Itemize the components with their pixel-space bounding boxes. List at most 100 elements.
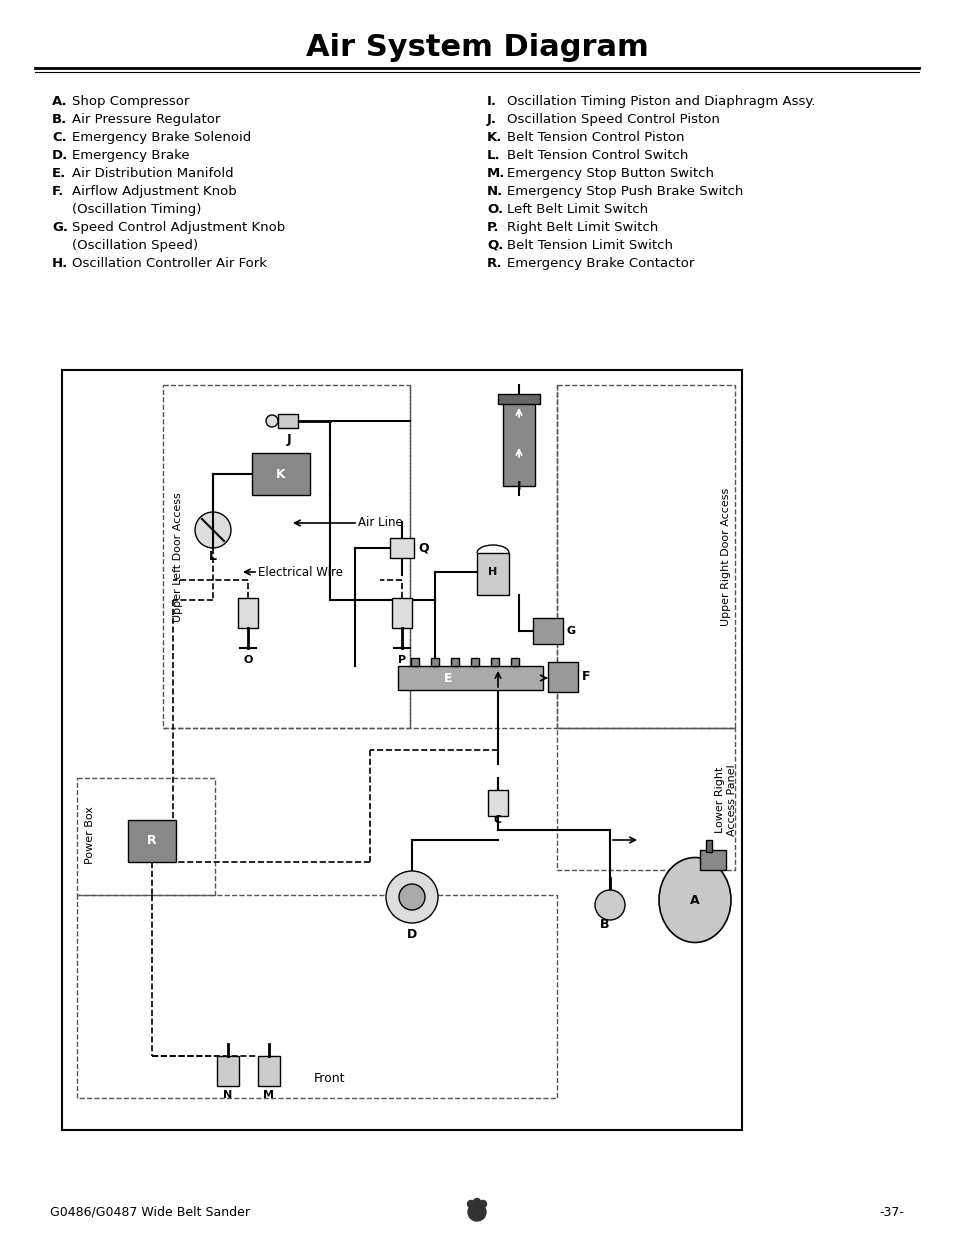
Bar — [511, 658, 518, 666]
Text: Belt Tension Control Piston: Belt Tension Control Piston — [506, 131, 684, 144]
Circle shape — [473, 1198, 480, 1205]
Text: B.: B. — [52, 112, 67, 126]
Text: O.: O. — [486, 203, 502, 216]
Text: A.: A. — [52, 95, 68, 107]
Bar — [392, 598, 412, 629]
Text: Emergency Brake Solenoid: Emergency Brake Solenoid — [71, 131, 251, 144]
Text: I.: I. — [486, 95, 497, 107]
Text: Emergency Brake Contactor: Emergency Brake Contactor — [506, 257, 694, 270]
Text: R.: R. — [486, 257, 502, 270]
Bar — [390, 538, 414, 558]
Text: K: K — [276, 468, 286, 480]
Bar — [411, 658, 418, 666]
Bar — [431, 658, 438, 666]
Text: K.: K. — [486, 131, 502, 144]
Text: Left Belt Limit Switch: Left Belt Limit Switch — [506, 203, 647, 216]
Text: Oscillation Speed Control Piston: Oscillation Speed Control Piston — [506, 112, 720, 126]
Ellipse shape — [659, 857, 730, 942]
Text: Upper Left Door Access: Upper Left Door Access — [172, 492, 183, 622]
Text: Lower Right
Access Panel: Lower Right Access Panel — [715, 764, 736, 836]
Bar — [216, 1056, 239, 1086]
Text: Belt Tension Limit Switch: Belt Tension Limit Switch — [506, 240, 672, 252]
Bar — [252, 453, 310, 495]
Text: L.: L. — [486, 149, 500, 162]
Text: P: P — [397, 655, 406, 664]
Text: M.: M. — [486, 167, 505, 180]
Text: Electrical Wire: Electrical Wire — [257, 566, 343, 578]
Text: Q.: Q. — [486, 240, 503, 252]
Text: E: E — [443, 672, 452, 684]
Text: D: D — [406, 929, 416, 941]
Text: Air System Diagram: Air System Diagram — [305, 33, 648, 63]
Bar — [476, 553, 509, 595]
Bar — [533, 618, 562, 643]
Text: (Oscillation Timing): (Oscillation Timing) — [71, 203, 201, 216]
Text: Airflow Adjustment Knob: Airflow Adjustment Knob — [71, 185, 236, 198]
Circle shape — [595, 890, 624, 920]
Bar — [237, 598, 257, 629]
Text: Belt Tension Control Switch: Belt Tension Control Switch — [506, 149, 688, 162]
Bar — [547, 662, 578, 692]
Text: Speed Control Adjustment Knob: Speed Control Adjustment Knob — [71, 221, 285, 233]
Text: O: O — [243, 655, 253, 664]
Bar — [700, 850, 725, 869]
Text: I: I — [517, 479, 520, 493]
Text: R: R — [147, 835, 156, 847]
Bar — [471, 658, 478, 666]
Bar — [257, 1056, 280, 1086]
Text: Air Pressure Regulator: Air Pressure Regulator — [71, 112, 220, 126]
Text: Emergency Stop Button Switch: Emergency Stop Button Switch — [506, 167, 713, 180]
Text: F: F — [581, 671, 590, 683]
Text: Shop Compressor: Shop Compressor — [71, 95, 190, 107]
Circle shape — [467, 1200, 474, 1208]
Text: J: J — [287, 433, 291, 447]
Text: G.: G. — [52, 221, 68, 233]
Text: B: B — [599, 919, 609, 931]
Text: D.: D. — [52, 149, 69, 162]
Text: Emergency Stop Push Brake Switch: Emergency Stop Push Brake Switch — [506, 185, 742, 198]
Bar — [62, 370, 741, 1130]
Text: Power Box: Power Box — [85, 806, 95, 864]
Text: M: M — [263, 1091, 274, 1100]
Text: F.: F. — [52, 185, 64, 198]
Text: Oscillation Timing Piston and Diaphragm Assy.: Oscillation Timing Piston and Diaphragm … — [506, 95, 815, 107]
Text: E.: E. — [52, 167, 66, 180]
Text: Upper Right Door Access: Upper Right Door Access — [720, 488, 730, 626]
Circle shape — [398, 884, 424, 910]
Text: Air Line: Air Line — [357, 516, 402, 530]
Text: N: N — [223, 1091, 233, 1100]
Text: H: H — [488, 567, 497, 577]
Text: Oscillation Controller Air Fork: Oscillation Controller Air Fork — [71, 257, 267, 270]
Bar — [705, 840, 711, 852]
Bar — [491, 658, 498, 666]
Circle shape — [468, 1203, 485, 1221]
Text: N.: N. — [486, 185, 503, 198]
Text: Front: Front — [314, 1072, 345, 1084]
Text: Air Distribution Manifold: Air Distribution Manifold — [71, 167, 233, 180]
Text: H.: H. — [52, 257, 69, 270]
Text: Q: Q — [417, 541, 428, 555]
Text: J.: J. — [486, 112, 497, 126]
Circle shape — [479, 1200, 486, 1208]
Text: C: C — [494, 815, 501, 825]
Bar — [277, 414, 297, 429]
Text: C.: C. — [52, 131, 67, 144]
Text: G: G — [566, 626, 576, 636]
Text: G0486/G0487 Wide Belt Sander: G0486/G0487 Wide Belt Sander — [50, 1205, 250, 1219]
Text: -37-: -37- — [879, 1205, 903, 1219]
Text: A: A — [689, 893, 700, 906]
Text: Emergency Brake: Emergency Brake — [71, 149, 190, 162]
Bar — [451, 658, 458, 666]
Text: (Oscillation Speed): (Oscillation Speed) — [71, 240, 198, 252]
Bar — [397, 666, 542, 690]
Bar — [497, 394, 539, 404]
Text: Right Belt Limit Switch: Right Belt Limit Switch — [506, 221, 658, 233]
Circle shape — [266, 415, 277, 427]
Text: L: L — [209, 551, 216, 563]
Circle shape — [386, 871, 437, 923]
Bar — [502, 398, 535, 487]
Bar — [128, 820, 175, 862]
Circle shape — [194, 513, 231, 548]
Bar — [488, 790, 507, 816]
Text: P.: P. — [486, 221, 499, 233]
